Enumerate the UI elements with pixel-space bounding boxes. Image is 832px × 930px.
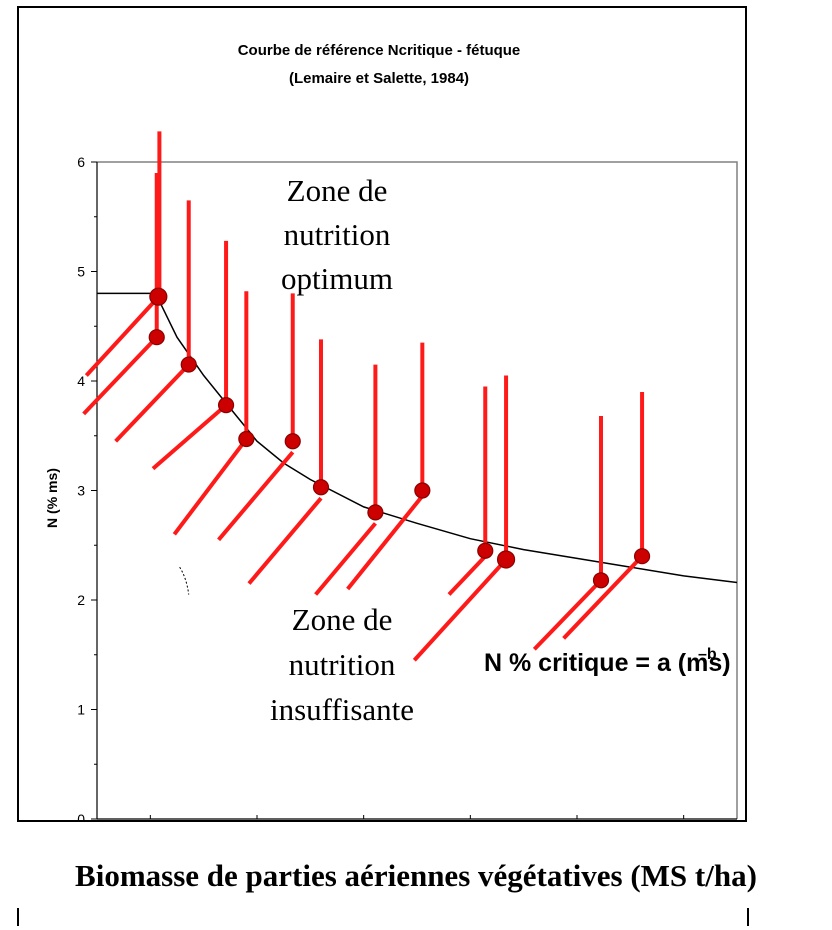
- data-point: [284, 433, 301, 450]
- data-point: [148, 329, 165, 346]
- zone-optimum-line-1: Zone de: [287, 173, 388, 208]
- chart-subtitle: (Lemaire et Salette, 1984): [289, 70, 469, 87]
- y-tick-label: 6: [77, 154, 85, 170]
- x-tick-label: 2: [200, 817, 208, 820]
- data-point: [149, 287, 168, 306]
- reference-curve: [97, 292, 738, 584]
- diagonal-bar: [84, 297, 159, 377]
- diagonal-bar: [562, 554, 644, 640]
- data-point: [633, 548, 651, 565]
- y-axis-label: N (% ms): [44, 468, 60, 528]
- formula-main: N % critique = a (ms): [484, 649, 731, 677]
- data-point: [217, 396, 235, 414]
- x-tick-label: 8: [520, 817, 528, 820]
- x-tick-label: 6: [413, 817, 421, 820]
- data-point: [414, 482, 431, 499]
- diagonal-bar: [247, 496, 323, 585]
- y-tick-label: 5: [77, 264, 85, 280]
- zone-insuffisante-line-3: insuffisante: [270, 692, 414, 727]
- zone-insuffisante-line-2: nutrition: [289, 647, 396, 682]
- zone-optimum-line-2: nutrition: [284, 217, 391, 252]
- diagonal-bar: [82, 335, 159, 416]
- x-tick-label: 12: [729, 817, 745, 820]
- chart-frame: Courbe de référence Ncritique - fétuque …: [17, 6, 747, 822]
- data-point: [496, 550, 516, 569]
- diagonal-bar: [314, 522, 377, 596]
- diagonal-bar: [532, 578, 603, 651]
- y-tick-label: 0: [77, 811, 85, 820]
- curve-fragment: [179, 566, 190, 595]
- plot-border: [97, 161, 738, 819]
- y-tick-label: 3: [77, 483, 85, 499]
- diagonal-bar: [412, 558, 508, 662]
- data-point: [312, 479, 330, 496]
- data-point: [477, 542, 494, 559]
- data-point: [238, 430, 255, 448]
- data-point: [592, 572, 610, 589]
- diagonal-bar: [114, 363, 191, 443]
- x-tick-label: 10: [623, 817, 639, 820]
- zone-optimum-line-3: optimum: [281, 261, 393, 296]
- chart-svg: Courbe de référence Ncritique - fétuque …: [44, 42, 745, 820]
- x-tick-label: 0: [93, 817, 101, 820]
- x-axis-label: Biomasse de parties aériennes végétative…: [75, 858, 757, 893]
- bottom-border-fragment: [17, 908, 749, 926]
- diagonal-bar: [151, 403, 228, 471]
- diagonal-bar: [217, 450, 295, 542]
- y-tick-label: 2: [77, 592, 85, 608]
- zone-insuffisante-line-1: Zone de: [292, 602, 393, 637]
- formula-exponent: –b: [698, 646, 717, 663]
- diagonal-bar: [172, 437, 248, 536]
- y-tick-label: 1: [77, 702, 85, 718]
- data-point: [367, 504, 384, 521]
- y-tick-label: 4: [77, 373, 85, 389]
- chart-title: Courbe de référence Ncritique - fétuque: [238, 42, 521, 59]
- diagonal-bar: [346, 494, 424, 591]
- data-point: [180, 356, 197, 373]
- diagonal-bar: [447, 554, 487, 596]
- x-tick-label: 4: [306, 817, 314, 820]
- plot-area: 0123456024681012: [77, 131, 745, 820]
